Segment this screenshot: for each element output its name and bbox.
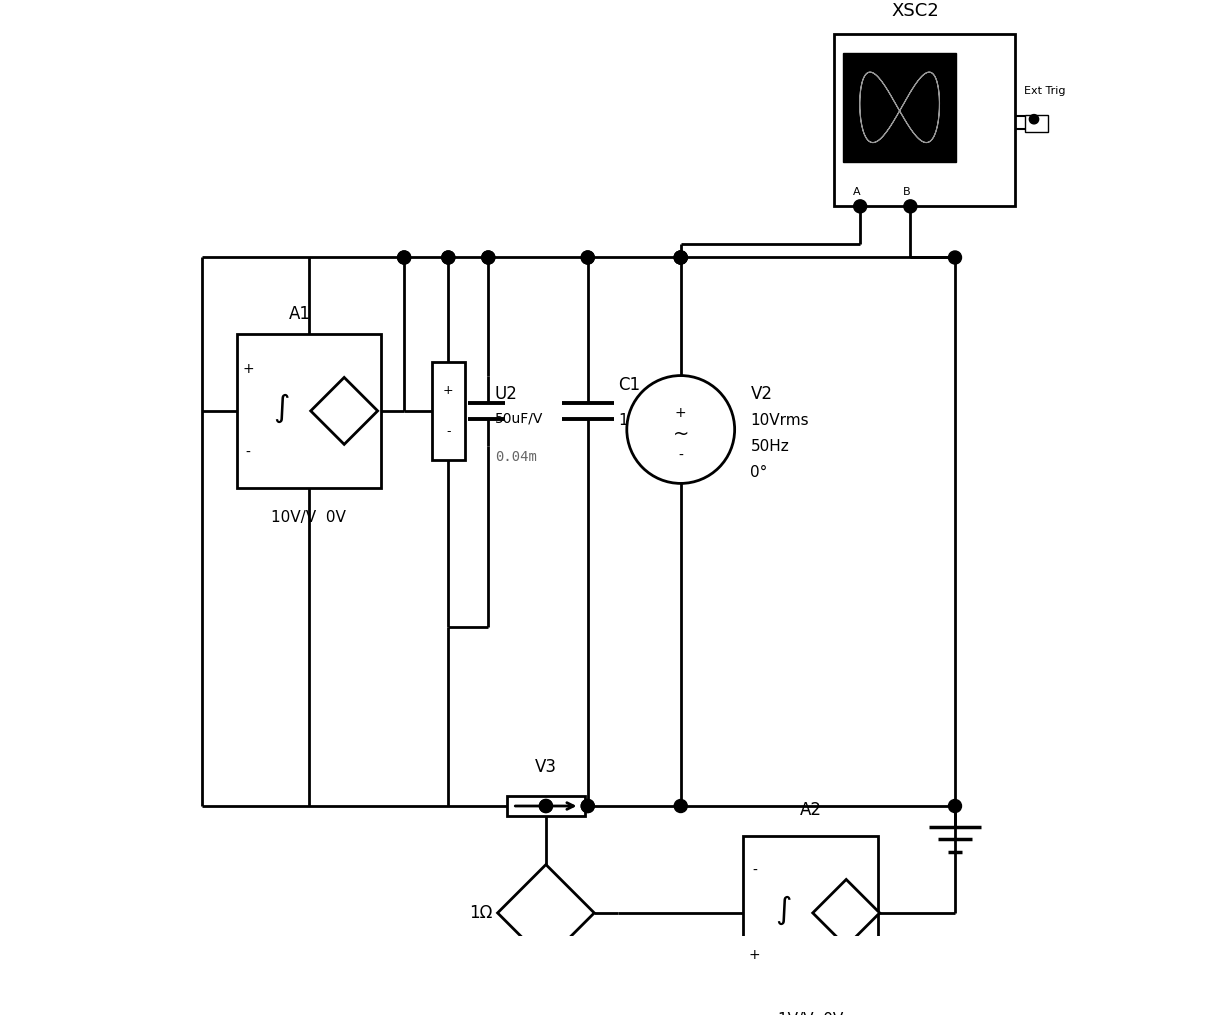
Text: A: A [853, 188, 860, 197]
Circle shape [948, 800, 962, 813]
Circle shape [481, 251, 495, 264]
Text: 1V/V  0V: 1V/V 0V [778, 1012, 843, 1015]
Text: 50Hz: 50Hz [750, 438, 789, 454]
Text: +: + [749, 948, 760, 962]
Text: +: + [675, 406, 687, 420]
Bar [431, 362, 466, 460]
Circle shape [397, 251, 411, 264]
Bar [237, 334, 381, 487]
Text: -: - [446, 425, 451, 437]
Circle shape [1029, 115, 1039, 124]
Text: +: + [342, 397, 352, 410]
Circle shape [627, 376, 734, 483]
Text: 100μF: 100μF [618, 413, 666, 427]
Polygon shape [310, 378, 378, 445]
Text: XSC2: XSC2 [892, 2, 940, 20]
Text: Ext Trig: Ext Trig [1024, 86, 1066, 96]
Bar [843, 53, 956, 161]
Text: $\int$: $\int$ [273, 392, 290, 424]
Circle shape [582, 800, 594, 813]
Circle shape [854, 200, 866, 213]
Circle shape [675, 251, 687, 264]
Bar [835, 35, 1015, 206]
Text: V2: V2 [750, 385, 772, 403]
Polygon shape [497, 865, 594, 961]
Circle shape [481, 251, 495, 264]
Text: $\int$: $\int$ [775, 893, 792, 927]
Circle shape [675, 800, 687, 813]
Circle shape [582, 800, 594, 813]
Polygon shape [813, 879, 880, 946]
Circle shape [675, 251, 687, 264]
Circle shape [582, 251, 594, 264]
Circle shape [539, 800, 552, 813]
Text: + I: + I [536, 898, 556, 912]
Circle shape [675, 251, 687, 264]
Text: 0.04m: 0.04m [495, 451, 536, 465]
Text: 10V/V  0V: 10V/V 0V [271, 510, 346, 525]
Circle shape [904, 200, 916, 213]
Circle shape [397, 251, 411, 264]
Text: -: - [246, 446, 251, 460]
Circle shape [442, 251, 455, 264]
Text: +: + [242, 362, 254, 376]
Text: 10Vrms: 10Vrms [750, 413, 809, 427]
Text: +: + [843, 899, 854, 912]
Circle shape [442, 251, 455, 264]
Text: -: - [753, 864, 758, 878]
Text: 50uF/V: 50uF/V [495, 411, 543, 425]
Text: +: + [444, 384, 453, 397]
Text: ~: ~ [672, 424, 689, 444]
Text: A2: A2 [800, 801, 822, 819]
Text: C1: C1 [618, 376, 640, 394]
Text: -: - [345, 417, 349, 427]
Bar [1025, 116, 1048, 132]
Bar [507, 796, 585, 816]
Text: 0°: 0° [750, 465, 767, 480]
Text: -: - [678, 449, 683, 463]
Text: B: B [903, 188, 910, 197]
Text: 1Ω: 1Ω [469, 904, 492, 922]
Circle shape [539, 800, 552, 813]
Text: V3: V3 [535, 758, 557, 775]
Bar [743, 836, 879, 990]
Text: U2: U2 [495, 385, 518, 403]
Circle shape [582, 251, 594, 264]
Text: A1: A1 [288, 304, 310, 323]
Circle shape [948, 251, 962, 264]
Text: -: - [847, 919, 851, 929]
